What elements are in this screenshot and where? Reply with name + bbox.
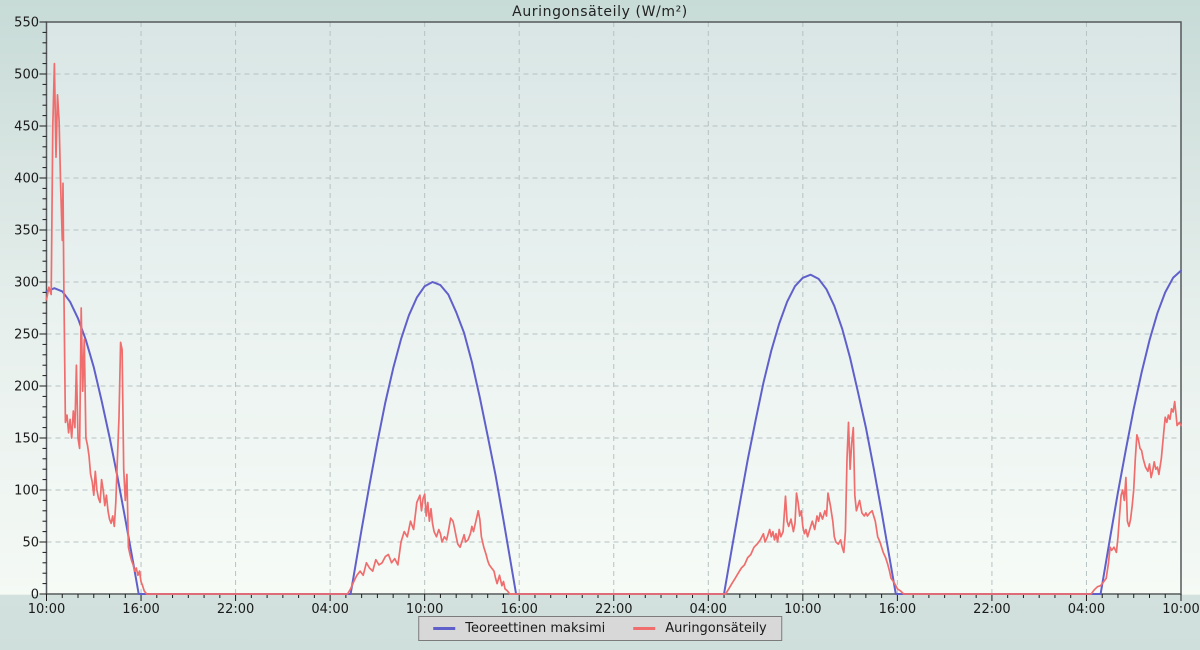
y-tick-label: 150 <box>14 432 39 447</box>
x-tick-label: 10:00 <box>1162 602 1199 617</box>
x-tick-label: 04:00 <box>1068 602 1105 617</box>
x-tick-label: 04:00 <box>311 602 348 617</box>
x-tick-label: 16:00 <box>500 602 537 617</box>
legend-line-sample <box>633 627 656 630</box>
plot-background <box>46 22 1181 594</box>
legend-item-teoreettinen-maksimi: Teoreettinen maksimi <box>433 621 605 636</box>
x-tick-label: 22:00 <box>973 602 1010 617</box>
y-tick-label: 100 <box>14 484 39 499</box>
y-tick-label: 0 <box>31 588 39 603</box>
x-tick-label: 10:00 <box>28 602 65 617</box>
x-tick-label: 16:00 <box>879 602 916 617</box>
series-line-teoreettinen-maksimi <box>45 269 1182 595</box>
y-tick-label: 550 <box>14 16 39 31</box>
y-tick-label: 50 <box>22 536 39 551</box>
x-tick-label: 10:00 <box>784 602 821 617</box>
y-tick-label: 400 <box>14 172 39 187</box>
series-line-auringons-teily <box>45 62 1182 595</box>
y-tick-label: 250 <box>14 328 39 343</box>
x-tick-label: 04:00 <box>690 602 727 617</box>
y-tick-label: 300 <box>14 276 39 291</box>
x-tick-label: 16:00 <box>122 602 159 617</box>
x-tick-label: 22:00 <box>595 602 632 617</box>
legend: Teoreettinen maksimi Auringonsäteily <box>418 616 782 641</box>
legend-line-sample <box>433 627 456 630</box>
y-tick-label: 350 <box>14 224 39 239</box>
x-tick-label: 22:00 <box>217 602 254 617</box>
legend-label: Auringonsäteily <box>665 621 767 636</box>
legend-label: Teoreettinen maksimi <box>465 621 606 636</box>
x-tick-label: 10:00 <box>406 602 443 617</box>
y-tick-label: 200 <box>14 380 39 395</box>
chart-title: Auringonsäteily (W/m²) <box>512 4 688 20</box>
legend-item-auringons-teily: Auringonsäteily <box>633 621 767 636</box>
y-tick-label: 500 <box>14 68 39 83</box>
y-tick-label: 450 <box>14 120 39 135</box>
